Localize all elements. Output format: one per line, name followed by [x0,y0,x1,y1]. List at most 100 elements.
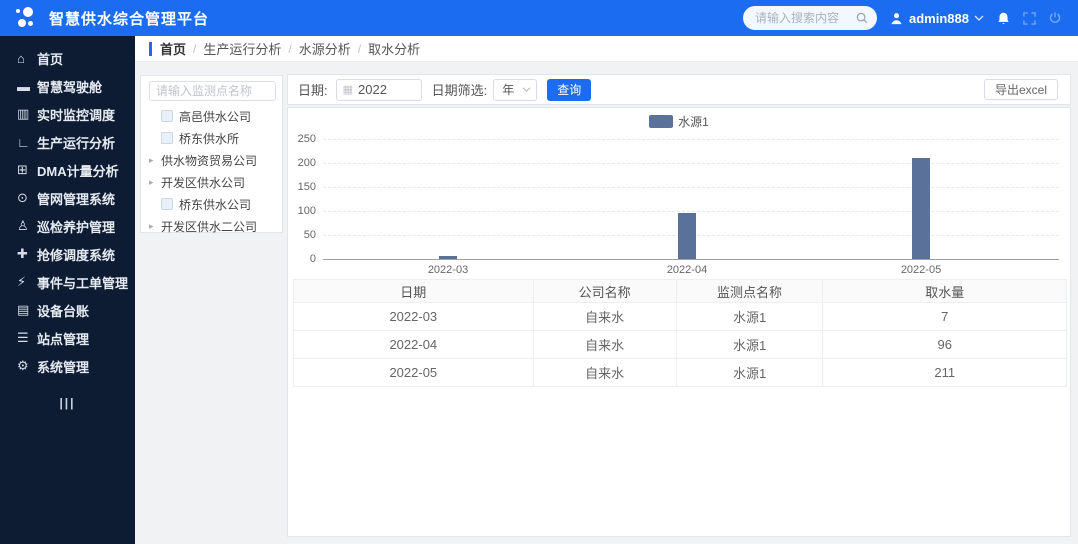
query-button[interactable]: 查询 [547,78,592,101]
sidebar-item-smart-cockpit[interactable]: ▬ 智慧驾驶舱 [0,72,135,100]
sidebar-item-label: 首页 [37,51,64,67]
table-cell: 水源1 [675,330,824,359]
global-search[interactable] [743,6,878,30]
sidebar-item-label: DMA计量分析 [37,163,119,179]
y-axis-tick-label: 250 [297,133,316,145]
tree-item[interactable]: 高邑供水公司 [141,105,282,127]
chart-plot: 0 50 100 150 200 250 2022-03 2022-04 2022-05 [288,126,1072,286]
breadcrumb-item[interactable]: 首页 [160,42,187,57]
smart-cockpit-icon: ▬ [17,78,30,94]
grid-line [323,211,1059,212]
table-body: 2022-03 自来水 水源1 7 2022-04 自来水 水源1 96 2022-05 自来水水… [293,302,1067,387]
table-row: 2022-03 自来水 水源1 7 [293,302,1067,331]
production-analysis-icon: ∟ [17,134,30,150]
checkbox-icon[interactable] [161,132,173,144]
table-cell: 211 [822,358,1067,387]
bar-2022-03 [439,256,457,259]
tree-item[interactable]: 桥东供水公司 [141,193,282,215]
global-search-input[interactable] [755,11,856,25]
sidebar-collapse-toggle[interactable]: ||| [59,396,76,410]
tree-item[interactable]: ▸ 供水物资贸易公司 [141,149,282,171]
breadcrumb-item[interactable]: 生产运行分析 [203,42,282,57]
chart-legend[interactable]: 水源1 [288,113,1070,130]
sidebar: ⌂ 首页 ▬ 智慧驾驶舱 ▥ 实时监控调度 ∟ 生产运行分析 ⊞ DMA计量分析 ⊙ 管网管理系统 ♙ 巡… [0,36,135,544]
table-cell: 自来水 [532,302,677,331]
tree-item-label: 开发区供水公司 [161,175,246,190]
grid-line [323,163,1059,164]
bell-icon[interactable] [996,11,1011,26]
export-excel-button[interactable]: 导出excel [983,79,1058,100]
table-header-cell: 日期 [293,279,534,303]
caret-right-icon[interactable]: ▸ [149,220,154,231]
caret-right-icon[interactable]: ▸ [149,154,154,165]
dma-metering-icon: ⊞ [17,162,28,177]
sidebar-item-home[interactable]: ⌂ 首页 [0,44,135,72]
tree-item-label: 桥东供水公司 [179,197,252,212]
tree-item[interactable]: ▸ 开发区供水二公司 [141,215,282,237]
table-row: 2022-05 自来水 水源1 211 [293,358,1067,387]
sidebar-item-inspection[interactable]: ♙ 巡检养护管理 [0,212,135,240]
grid-line [323,187,1059,188]
power-icon[interactable] [1048,11,1062,25]
y-axis-tick-label: 50 [303,229,316,241]
system-management-icon: ⚙ [17,358,29,373]
fullscreen-icon[interactable] [1023,11,1036,25]
breadcrumb-accent [149,41,152,56]
table-head: 日期 公司名称 监测点名称 取水量 [293,279,1067,303]
legend-swatch [649,115,674,128]
date-picker[interactable]: ▦ 2022 [335,78,422,101]
tree-item[interactable]: 桥东供水所 [141,127,282,149]
table-cell: 96 [822,330,1067,359]
search-icon[interactable] [855,11,869,25]
sidebar-item-label: 巡检养护管理 [37,219,116,235]
sidebar-item-repair-dispatch[interactable]: ✚ 抢修调度系统 [0,240,135,268]
x-axis-tick-label: 2022-04 [666,264,708,276]
calendar-icon: ▦ [342,84,354,96]
breadcrumb-separator: / [357,41,362,56]
y-axis-tick-label: 150 [297,181,316,193]
sidebar-item-device-ledger[interactable]: ▤ 设备台账 [0,296,135,324]
date-granularity-value: 年 [502,83,515,97]
table-row: 2022-04 自来水 水源1 96 [293,330,1067,359]
sidebar-item-label: 站点管理 [37,331,90,347]
sidebar-item-dma-metering[interactable]: ⊞ DMA计量分析 [0,156,135,184]
chevron-down-icon [522,87,531,93]
user-icon [889,11,904,26]
tree-item[interactable]: ▸ 开发区供水公司 [141,171,282,193]
realtime-monitor-icon: ▥ [17,106,30,121]
inspection-icon: ♙ [17,218,29,233]
date-granularity-select[interactable]: 年 [493,78,538,101]
breadcrumb-item[interactable]: 取水分析 [368,42,421,57]
filter-toolbar: 日期: ▦ 2022 日期筛选: 年 查询 导出excel [287,74,1071,105]
sidebar-item-site-management[interactable]: ☰ 站点管理 [0,324,135,352]
sidebar-item-system-management[interactable]: ⚙ 系统管理 [0,352,135,380]
sidebar-item-label: 智慧驾驶舱 [37,79,103,95]
sidebar-item-event-workorder[interactable]: ⚡ 事件与工单管理 [0,268,135,296]
checkbox-icon[interactable] [161,110,173,122]
bar-2022-05 [912,158,930,259]
caret-right-icon[interactable]: ▸ [149,176,154,187]
sidebar-item-label: 设备台账 [37,303,90,319]
legend-label: 水源1 [678,115,709,129]
breadcrumb-separator: / [288,41,292,56]
sidebar-item-production-analysis[interactable]: ∟ 生产运行分析 [0,128,135,156]
user-menu[interactable]: admin888 [889,11,984,26]
sidebar-item-realtime-monitor[interactable]: ▥ 实时监控调度 [0,100,135,128]
device-ledger-icon: ▤ [17,302,30,317]
checkbox-icon[interactable] [161,198,173,210]
top-bar: 智慧供水综合管理平台 admin888 [0,0,1078,36]
monitoring-point-search-input[interactable] [149,81,276,101]
sidebar-item-pipe-network[interactable]: ⊙ 管网管理系统 [0,184,135,212]
date-picker-value: 2022 [358,82,387,97]
breadcrumb-item[interactable]: 水源分析 [298,42,351,57]
tree-item-label: 高邑供水公司 [179,109,252,124]
sidebar-item-label: 实时监控调度 [37,107,116,123]
table-wrap: 日期 公司名称 监测点名称 取水量 2022-03 自来水 水源1 7 2022-04 自来水水… [293,279,1067,387]
sidebar-item-label: 系统管理 [37,359,90,375]
table-header-row: 日期 公司名称 监测点名称 取水量 [293,279,1067,303]
table-cell: 7 [822,302,1067,331]
y-axis-tick-label: 200 [297,157,316,169]
table-cell: 2022-04 [293,330,534,359]
table-cell: 2022-05 [293,358,534,387]
